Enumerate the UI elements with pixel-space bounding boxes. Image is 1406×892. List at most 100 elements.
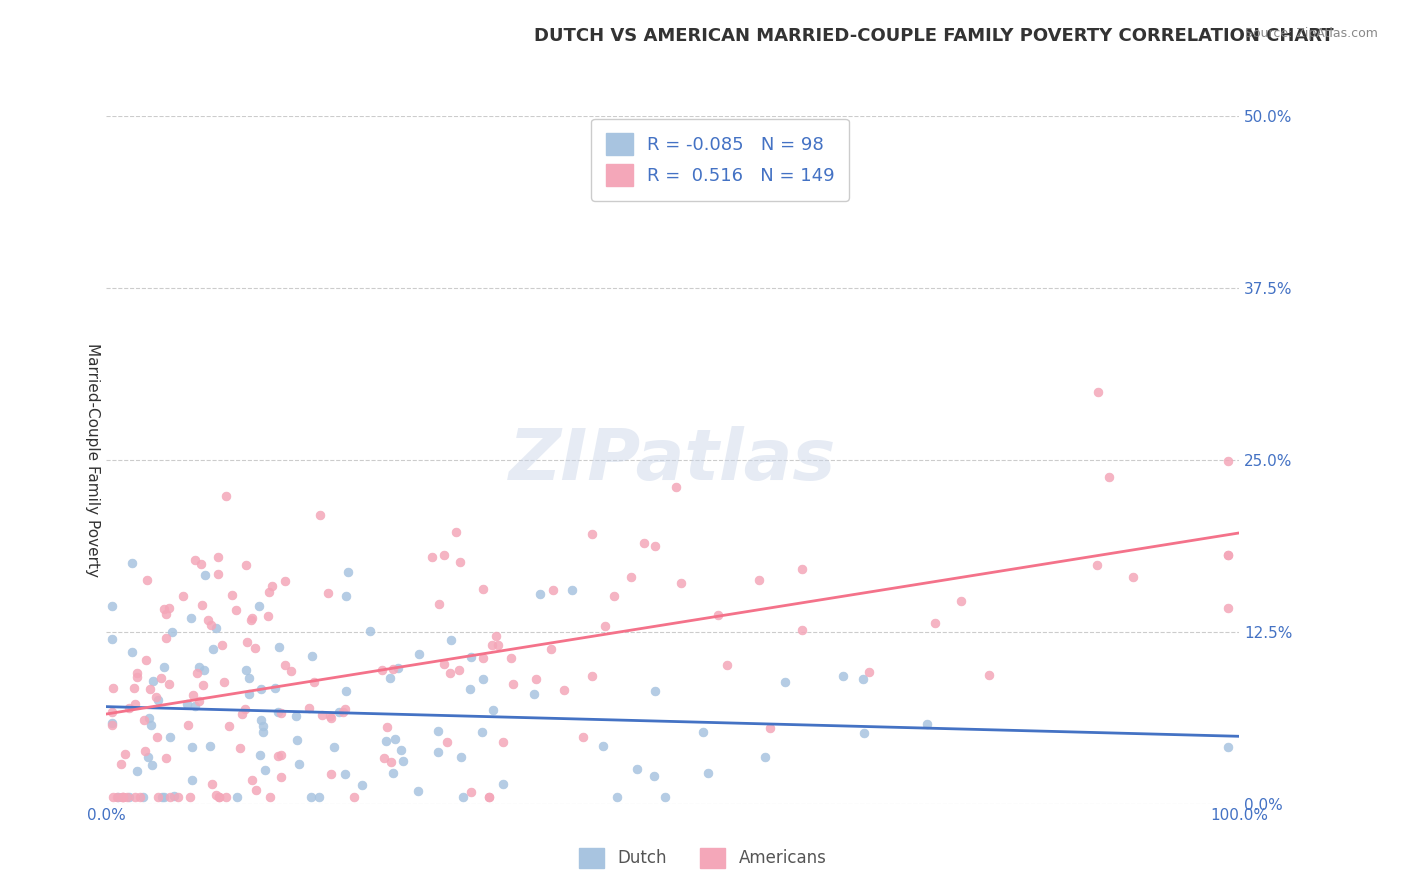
Text: ZIPatlas: ZIPatlas: [509, 425, 837, 494]
Point: [240, 614, 263, 628]
Point: [207, 567, 229, 582]
Point: [267, 640, 290, 655]
Point: [308, 789, 330, 804]
Point: [433, 657, 456, 671]
Point: [181, 739, 204, 754]
Point: [323, 740, 346, 755]
Point: [524, 672, 547, 686]
Point: [852, 672, 875, 686]
Point: [136, 750, 159, 764]
Point: [184, 699, 207, 714]
Point: [207, 550, 229, 565]
Point: [190, 558, 212, 572]
Point: [451, 789, 474, 804]
Point: [773, 674, 796, 689]
Point: [262, 579, 284, 593]
Point: [267, 705, 290, 719]
Point: [188, 694, 211, 708]
Point: [460, 650, 482, 665]
Point: [337, 566, 360, 580]
Point: [758, 721, 780, 735]
Point: [529, 587, 551, 601]
Point: [335, 702, 357, 716]
Point: [153, 659, 176, 673]
Point: [274, 574, 297, 588]
Point: [146, 693, 169, 707]
Point: [270, 706, 292, 721]
Point: [352, 778, 374, 792]
Point: [150, 789, 173, 804]
Point: [139, 682, 162, 697]
Point: [1216, 600, 1239, 615]
Point: [373, 750, 395, 764]
Point: [606, 789, 628, 804]
Point: [471, 672, 494, 686]
Point: [115, 789, 138, 804]
Point: [654, 789, 676, 804]
Point: [311, 708, 333, 723]
Point: [1122, 570, 1144, 584]
Point: [460, 785, 482, 799]
Point: [380, 755, 402, 769]
Point: [644, 539, 666, 553]
Point: [238, 687, 260, 701]
Point: [389, 743, 412, 757]
Point: [1216, 454, 1239, 468]
Point: [240, 611, 263, 625]
Point: [218, 719, 240, 733]
Point: [238, 671, 260, 685]
Point: [247, 599, 270, 614]
Point: [492, 735, 515, 749]
Point: [249, 747, 271, 762]
Point: [492, 777, 515, 791]
Point: [486, 638, 509, 652]
Point: [592, 739, 614, 754]
Point: [180, 611, 202, 625]
Point: [408, 647, 430, 661]
Point: [245, 782, 267, 797]
Point: [135, 653, 157, 667]
Point: [439, 666, 461, 681]
Point: [205, 789, 228, 803]
Point: [122, 681, 145, 695]
Point: [553, 682, 575, 697]
Point: [124, 789, 146, 804]
Point: [450, 750, 472, 764]
Point: [121, 645, 143, 659]
Point: [212, 674, 235, 689]
Point: [114, 747, 136, 761]
Point: [166, 789, 188, 804]
Point: [121, 556, 143, 570]
Point: [134, 744, 156, 758]
Point: [198, 739, 221, 753]
Point: [478, 789, 501, 804]
Point: [103, 681, 125, 695]
Point: [172, 589, 194, 603]
Point: [138, 711, 160, 725]
Point: [288, 757, 311, 772]
Point: [593, 618, 616, 632]
Point: [285, 709, 308, 723]
Point: [481, 638, 503, 652]
Point: [603, 589, 626, 603]
Point: [381, 766, 404, 780]
Point: [150, 671, 173, 685]
Point: [792, 624, 814, 638]
Y-axis label: Married-Couple Family Poverty: Married-Couple Family Poverty: [86, 343, 100, 577]
Point: [979, 667, 1001, 681]
Point: [406, 784, 429, 798]
Point: [157, 601, 180, 615]
Point: [105, 789, 128, 804]
Point: [176, 718, 198, 732]
Point: [184, 553, 207, 567]
Point: [221, 588, 243, 602]
Point: [1216, 548, 1239, 562]
Point: [201, 777, 224, 791]
Point: [426, 723, 449, 738]
Point: [460, 682, 482, 697]
Point: [440, 632, 463, 647]
Point: [181, 688, 204, 702]
Point: [127, 666, 149, 681]
Point: [501, 651, 523, 665]
Point: [193, 678, 215, 692]
